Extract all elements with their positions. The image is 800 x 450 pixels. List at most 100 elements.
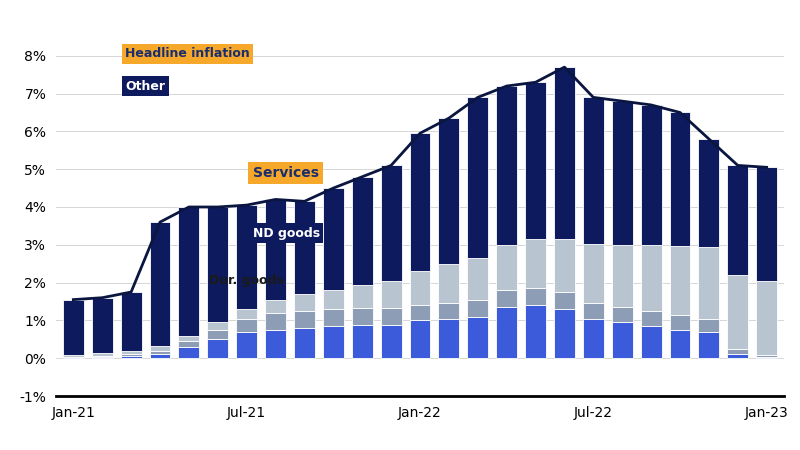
Bar — [92, 298, 113, 353]
Bar — [63, 300, 84, 355]
Bar — [670, 330, 690, 358]
Bar — [438, 118, 459, 264]
Bar — [121, 355, 142, 356]
Bar — [410, 271, 430, 305]
Bar — [727, 349, 748, 354]
Bar — [150, 346, 170, 351]
Bar — [583, 319, 604, 358]
Bar — [727, 354, 748, 358]
Bar — [641, 105, 662, 245]
Bar — [92, 353, 113, 356]
Text: ND goods: ND goods — [253, 227, 320, 240]
Bar — [698, 332, 719, 358]
Bar — [63, 357, 84, 358]
Bar — [265, 330, 286, 358]
Bar — [438, 264, 459, 303]
Bar — [207, 339, 228, 358]
Bar — [294, 328, 315, 358]
Text: Headline inflation: Headline inflation — [125, 47, 250, 60]
Bar — [727, 166, 748, 275]
Bar — [438, 319, 459, 358]
Bar — [381, 308, 402, 325]
Bar — [265, 300, 286, 313]
Bar — [554, 292, 575, 309]
Bar — [727, 275, 748, 349]
Bar — [178, 347, 199, 358]
Bar — [467, 300, 488, 317]
Bar — [381, 166, 402, 281]
Bar — [236, 332, 257, 358]
Bar — [121, 292, 142, 351]
Bar — [438, 303, 459, 319]
Bar — [554, 309, 575, 358]
Bar — [612, 322, 633, 358]
Bar — [583, 244, 604, 303]
Bar — [150, 222, 170, 346]
Bar — [121, 356, 142, 358]
Bar — [150, 351, 170, 355]
Bar — [641, 245, 662, 311]
Bar — [92, 356, 113, 357]
Bar — [525, 288, 546, 305]
Bar — [467, 97, 488, 258]
Bar — [236, 309, 257, 319]
Bar — [496, 86, 517, 245]
Bar — [698, 139, 719, 247]
Bar — [641, 326, 662, 358]
Bar — [410, 320, 430, 358]
Bar — [150, 355, 170, 358]
Bar — [178, 207, 199, 336]
Bar — [467, 258, 488, 300]
Bar — [236, 205, 257, 309]
Bar — [381, 325, 402, 358]
Bar — [670, 315, 690, 330]
Bar — [236, 319, 257, 332]
Bar — [294, 294, 315, 311]
Bar — [756, 357, 777, 358]
Bar — [410, 133, 430, 271]
Bar — [178, 341, 199, 347]
Bar — [612, 307, 633, 322]
Bar — [756, 167, 777, 281]
Bar — [352, 308, 373, 325]
Bar — [496, 290, 517, 307]
Bar — [323, 188, 344, 290]
Bar — [525, 305, 546, 358]
Bar — [265, 199, 286, 300]
Bar — [756, 355, 777, 357]
Bar — [207, 207, 228, 322]
Bar — [63, 355, 84, 357]
Bar — [670, 246, 690, 315]
Text: Services: Services — [253, 166, 318, 180]
Bar — [554, 67, 575, 239]
Bar — [554, 239, 575, 292]
Bar — [698, 319, 719, 332]
Bar — [467, 317, 488, 358]
Bar — [352, 177, 373, 285]
Bar — [352, 285, 373, 308]
Bar — [323, 290, 344, 309]
Bar — [756, 281, 777, 355]
Bar — [92, 357, 113, 358]
Bar — [698, 247, 719, 319]
Bar — [525, 239, 546, 288]
Bar — [294, 201, 315, 294]
Text: Dur. goods: Dur. goods — [209, 274, 284, 287]
Bar — [496, 245, 517, 290]
Bar — [265, 313, 286, 330]
Text: Other: Other — [125, 80, 165, 93]
Bar — [207, 330, 228, 339]
Bar — [670, 112, 690, 246]
Bar — [641, 311, 662, 326]
Bar — [381, 281, 402, 308]
Bar — [525, 82, 546, 239]
Bar — [496, 307, 517, 358]
Bar — [612, 101, 633, 245]
Bar — [583, 97, 604, 244]
Bar — [352, 325, 373, 358]
Bar — [121, 351, 142, 355]
Bar — [178, 336, 199, 341]
Bar — [294, 311, 315, 328]
Bar — [323, 326, 344, 358]
Bar — [323, 309, 344, 326]
